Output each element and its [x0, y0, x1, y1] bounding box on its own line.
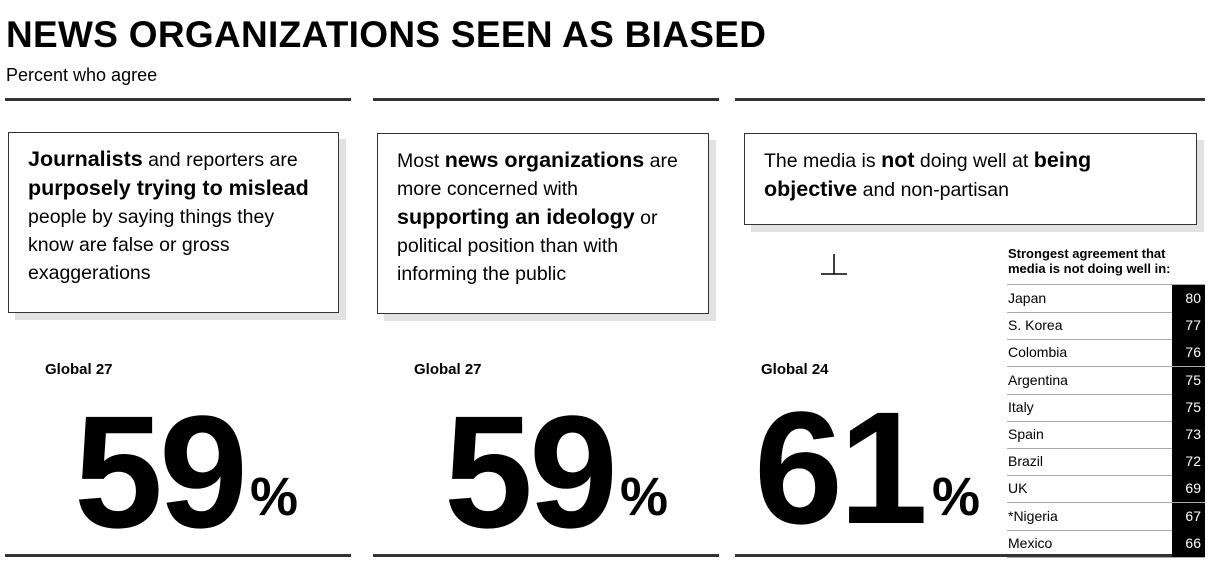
value: 76 [1172, 339, 1205, 367]
table-row: S. Korea 77 [1007, 312, 1205, 341]
statement-text: supporting an ideology [397, 205, 635, 229]
statement-text: and reporters are [142, 149, 298, 171]
table-row: Italy 75 [1007, 393, 1205, 422]
rule [373, 98, 719, 101]
unit: % [932, 467, 981, 527]
rule [5, 98, 351, 101]
statement-text: and non-partisan [857, 179, 1009, 201]
big-value: 59 [444, 382, 618, 561]
country: Colombia [1008, 344, 1068, 361]
global-label: Global 27 [414, 361, 482, 378]
rule [735, 98, 1205, 101]
table-row: Spain 73 [1007, 421, 1205, 449]
value: 67 [1172, 502, 1205, 530]
statement-text: Journalists [28, 147, 143, 171]
statement-text: news organizations [444, 148, 645, 172]
statement-box: Journalists and reporters are purposely … [8, 132, 339, 313]
value: 73 [1172, 421, 1205, 448]
tick-symbol [821, 254, 847, 275]
country: Italy [1008, 398, 1034, 415]
statement-text: purposely trying to mislead [28, 176, 309, 200]
country: S. Korea [1008, 317, 1063, 334]
country: Japan [1008, 290, 1047, 306]
value: 80 [1172, 285, 1205, 312]
table-row: Japan 80 [1007, 285, 1205, 313]
statement-text: people by saying things they know are fa… [28, 206, 275, 284]
statement-text: doing well at [914, 150, 1034, 172]
global-label: Global 27 [45, 361, 113, 378]
rule [373, 554, 719, 557]
value: 75 [1172, 366, 1205, 394]
statement-box: The media is not doing well at being obj… [744, 133, 1197, 225]
value: 75 [1172, 393, 1205, 421]
unit: % [250, 467, 299, 527]
statement-text: or political position than with informin… [397, 207, 658, 285]
title: NEWS ORGANIZATIONS SEEN AS BIASED [6, 14, 767, 55]
country: Argentina [1008, 371, 1068, 388]
statement-box: Most news organizations are more concern… [377, 133, 709, 314]
country: *Nigeria [1008, 507, 1058, 524]
country: Mexico [1008, 534, 1053, 551]
rule [735, 554, 1205, 557]
value: 69 [1172, 475, 1205, 503]
global-label: Global 24 [761, 361, 829, 378]
big-value: 59 [74, 382, 248, 561]
table-row: Brazil 72 [1007, 448, 1205, 477]
table-row: Argentina 75 [1007, 366, 1205, 395]
statement-text: The media is [764, 150, 882, 172]
rule [5, 554, 351, 557]
table-row: Mexico 66 [1007, 529, 1205, 558]
statement-text: Most [397, 150, 445, 172]
value: 77 [1172, 312, 1205, 340]
statement-text: not [881, 148, 915, 172]
country: UK [1008, 480, 1028, 497]
table-row: UK 69 [1007, 475, 1205, 504]
subtitle: Percent who agree [6, 65, 158, 85]
table-row: Colombia 76 [1007, 339, 1205, 368]
table-top-rule [1007, 284, 1205, 285]
statement-text: being objective [764, 148, 1092, 201]
big-value: 61 [754, 378, 928, 557]
table-heading: Strongest agreement that media is not do… [1008, 246, 1171, 276]
country: Brazil [1008, 453, 1044, 470]
value: 72 [1172, 448, 1205, 476]
value: 66 [1172, 529, 1205, 557]
unit: % [620, 467, 669, 527]
country: Spain [1008, 426, 1044, 442]
statement-text: are more concerned with [397, 150, 678, 200]
table-row: *Nigeria 67 [1007, 502, 1205, 531]
